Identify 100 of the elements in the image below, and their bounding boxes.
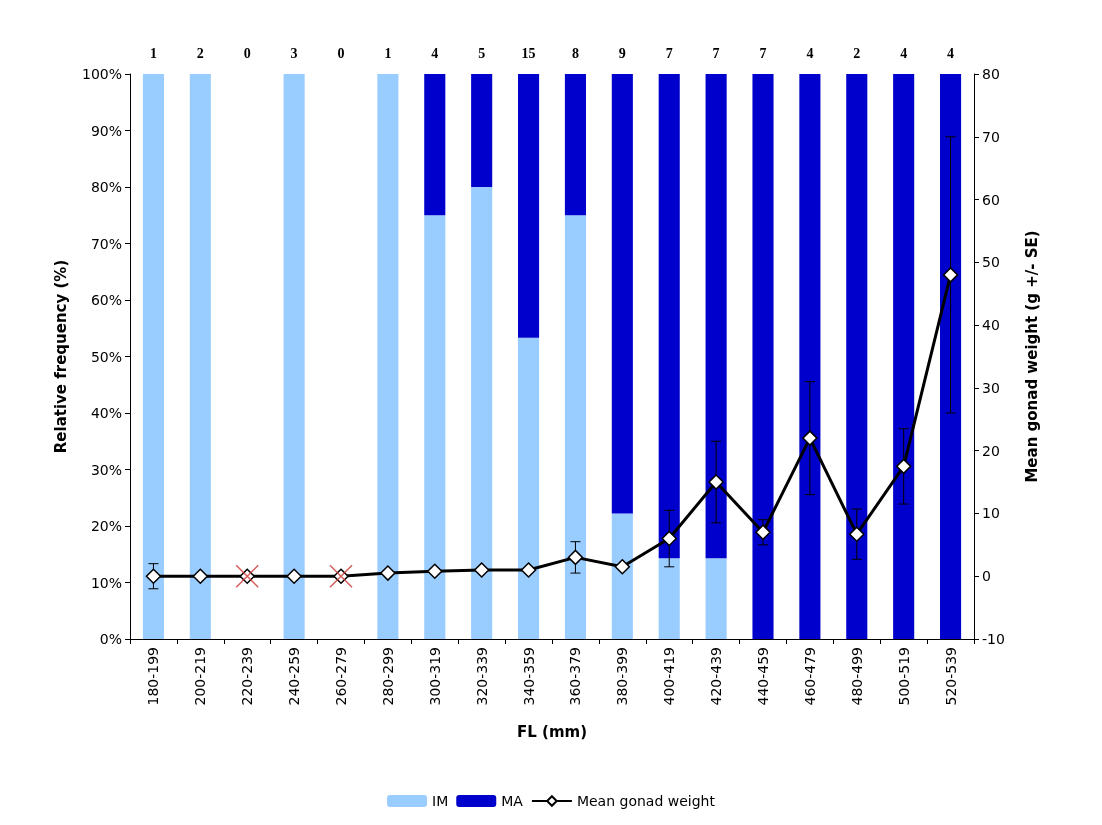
y-tick-label: 70% <box>90 235 122 252</box>
x-tick-label: 360-379 <box>567 647 584 706</box>
y2-tick-label: 60 <box>982 191 1000 208</box>
bar <box>518 74 540 338</box>
bar <box>564 215 586 639</box>
text: 5 <box>478 45 486 61</box>
bar <box>377 74 399 639</box>
bar <box>189 74 211 639</box>
point <box>661 530 677 547</box>
x-tick-label: 200-219 <box>192 647 209 706</box>
text: 0 <box>243 45 251 61</box>
text: 1 <box>149 45 157 61</box>
bar <box>940 74 962 639</box>
legend-label: IM <box>432 793 449 809</box>
y-tick-label: 50% <box>90 348 122 365</box>
bar <box>518 337 540 639</box>
legend-label: Mean gonad weight <box>576 793 716 809</box>
legend-label: MA <box>501 793 524 809</box>
text: 7 <box>759 45 767 61</box>
text: 0 <box>337 45 345 61</box>
point <box>567 549 584 566</box>
bar <box>658 74 680 559</box>
text: 1 <box>384 45 392 61</box>
bar <box>799 74 821 639</box>
text: 15 <box>521 45 536 61</box>
y2-tick-label: -10 <box>982 631 1005 647</box>
y-tick-label: 30% <box>90 461 122 478</box>
text: 7 <box>665 45 673 61</box>
bar <box>564 74 586 216</box>
x-tick-label: 180-199 <box>145 647 162 706</box>
x-tick-label: 260-279 <box>333 647 349 706</box>
bar <box>424 215 446 639</box>
bar <box>705 74 727 559</box>
y-tick-label: 0% <box>99 631 122 647</box>
y2-tick-label: 70 <box>982 128 1000 145</box>
bar <box>471 187 493 639</box>
y2-tick-label: 40 <box>982 317 1000 334</box>
bar <box>705 558 727 639</box>
point <box>614 559 631 575</box>
text: 4 <box>431 45 439 61</box>
text: 2 <box>853 45 861 61</box>
x-tick-label: 320-339 <box>473 647 490 706</box>
text: 3 <box>290 45 298 61</box>
point <box>192 568 209 584</box>
x-axis-title: FL (mm) <box>517 722 587 741</box>
y-axis-title: Relative frequency (%) <box>51 259 70 454</box>
bar <box>283 74 305 639</box>
bar <box>611 513 633 639</box>
point <box>427 563 443 579</box>
point <box>802 430 818 446</box>
text: 7 <box>712 45 720 61</box>
x-tick-label: 480-499 <box>848 647 865 706</box>
text: 2 <box>196 45 204 61</box>
bar <box>611 74 633 514</box>
y-tick-label: 90% <box>90 122 122 139</box>
x-tick-label: 300-319 <box>426 647 443 706</box>
x-tick-label: 500-519 <box>895 647 912 706</box>
y-tick-label: 10% <box>90 574 122 591</box>
y-tick-label: 40% <box>90 405 122 421</box>
text: 4 <box>947 45 955 61</box>
point <box>849 526 865 542</box>
bar <box>752 74 774 639</box>
point <box>473 562 490 578</box>
point <box>520 562 537 578</box>
y-tick-label: 20% <box>90 518 122 534</box>
x-tick-label: 240-259 <box>286 647 303 706</box>
point <box>380 565 396 581</box>
x-tick-label: 440-459 <box>755 647 771 706</box>
y-tick-label: 60% <box>90 292 122 308</box>
point <box>286 568 302 584</box>
bar <box>893 74 915 639</box>
x-tick-label: 380-399 <box>614 647 631 706</box>
y2-axis-title: Mean gonad weight (g +/- SE) <box>1022 230 1041 483</box>
x-tick-label: 280-299 <box>379 647 396 706</box>
x-tick-label: 520-539 <box>942 647 959 706</box>
y2-tick-label: 10 <box>982 505 1000 522</box>
y-tick-label: 100% <box>81 66 122 82</box>
point <box>145 568 162 584</box>
point <box>755 524 771 541</box>
text: 8 <box>571 45 579 61</box>
x-tick-label: 460-479 <box>801 647 818 706</box>
y2-tick-label: 80 <box>982 66 1000 82</box>
x-tick-label: 400-419 <box>661 647 678 706</box>
x-tick-label: 220-239 <box>239 647 256 706</box>
bar <box>424 74 446 216</box>
text: 9 <box>618 45 626 61</box>
x-tick-label: 420-439 <box>708 647 725 706</box>
bar <box>846 74 868 639</box>
bar <box>658 558 680 639</box>
text: 4 <box>900 45 908 61</box>
bar <box>142 74 164 639</box>
point <box>895 458 912 475</box>
y2-tick-label: 50 <box>982 254 1000 271</box>
bar <box>471 74 493 187</box>
y-tick-label: 80% <box>90 179 122 195</box>
point <box>708 474 724 490</box>
y2-tick-label: 20 <box>982 442 1000 459</box>
y2-tick-label: 0 <box>982 568 991 585</box>
x-tick-label: 340-359 <box>520 647 537 706</box>
point <box>942 267 959 283</box>
